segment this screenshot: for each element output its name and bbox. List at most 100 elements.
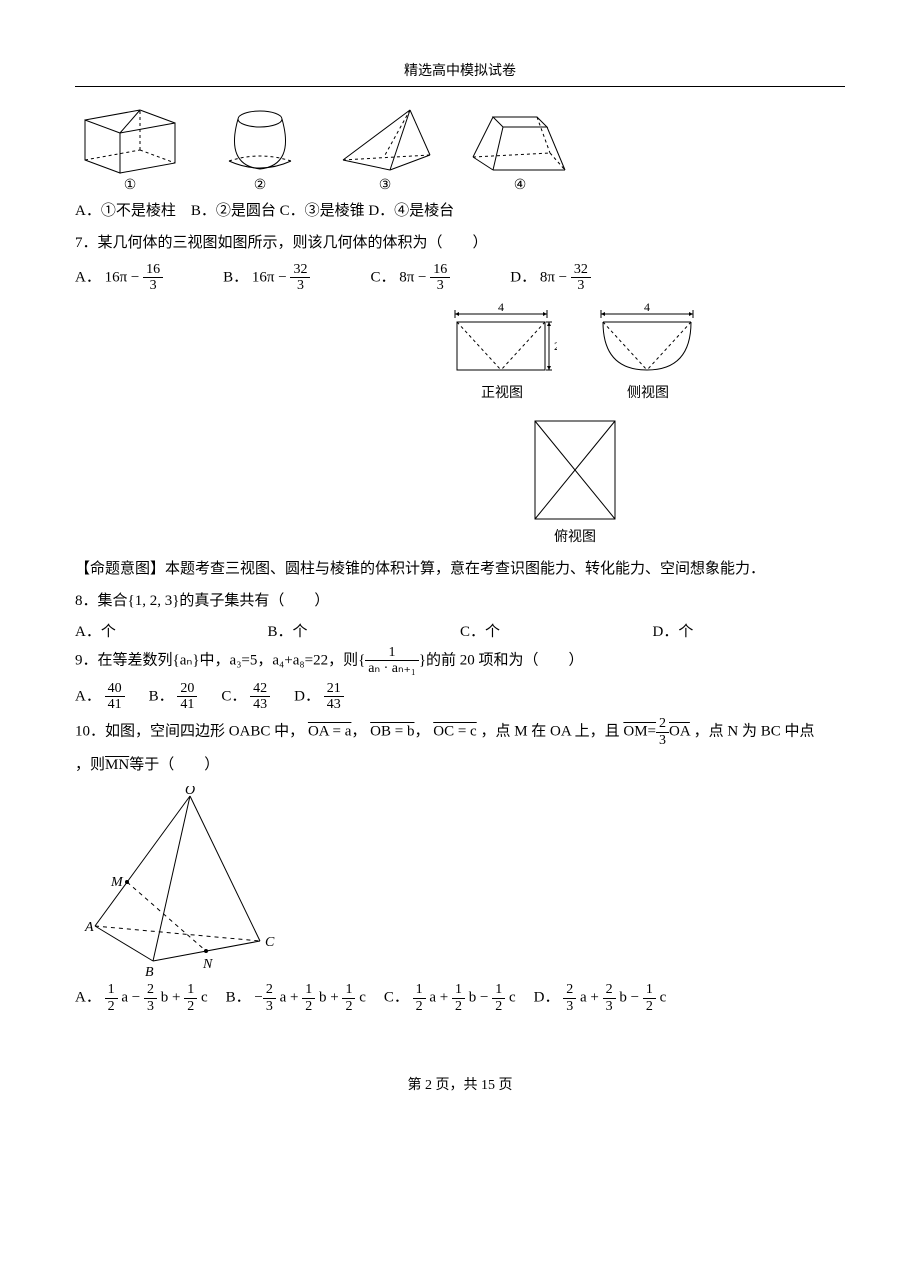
side-view-svg: 4 bbox=[593, 302, 703, 382]
side-view: 4 侧视图 bbox=[593, 302, 703, 402]
q10-opt-d: D． 23 a + 23 b − 12 c bbox=[534, 982, 667, 1014]
q7-opt-b: B． 16π − 323 bbox=[223, 262, 310, 294]
svg-text:N: N bbox=[202, 957, 213, 972]
side-view-label: 侧视图 bbox=[593, 382, 703, 402]
text: ，点 M 在 OA 上，且 bbox=[480, 724, 619, 740]
svg-text:4: 4 bbox=[498, 302, 504, 314]
opt-label: B． bbox=[226, 989, 251, 1005]
q7-intent: 【命题意图】本题考查三视图、圆柱与棱锥的体积计算，意在考查识图能力、转化能力、空… bbox=[75, 554, 845, 584]
fraction: 12 bbox=[492, 982, 505, 1014]
text: 8．集合 bbox=[75, 593, 128, 609]
front-view: 4 2 正视图 bbox=[447, 302, 557, 402]
q10-opt-b: B． −23 a + 12 b + 12 c bbox=[226, 982, 366, 1014]
opt-label: B． bbox=[223, 269, 248, 285]
opt-label: B． bbox=[149, 688, 174, 704]
opt-label: D． bbox=[510, 269, 536, 285]
q6-options: A．①不是棱柱 B．②是圆台 C．③是棱锥 D．④是棱台 bbox=[75, 196, 845, 226]
top-view-svg bbox=[525, 416, 625, 526]
fraction: 12 bbox=[413, 982, 426, 1014]
text: 等于（ ） bbox=[129, 757, 219, 773]
opt-text: 16π − bbox=[105, 269, 144, 285]
solid-2: ② bbox=[215, 105, 305, 194]
q9-opt-b: B． 2041 bbox=[149, 681, 198, 713]
q10-opt-a: A． 12 a − 23 b + 12 c bbox=[75, 982, 208, 1014]
vector-ob: OB = b bbox=[370, 724, 414, 740]
opt-label: C． bbox=[221, 688, 246, 704]
front-view-svg: 4 2 bbox=[447, 302, 557, 382]
vector-oa: OA = a bbox=[308, 724, 351, 740]
page-header: 精选高中模拟试卷 bbox=[75, 60, 845, 87]
svg-text:A: A bbox=[84, 920, 94, 935]
solids-row: ① ② ③ bbox=[75, 105, 845, 194]
q7-opt-c: C． 8π − 163 bbox=[370, 262, 450, 294]
fraction: 4243 bbox=[250, 681, 270, 713]
fraction: 12 bbox=[342, 982, 355, 1014]
text: 9．在等差数列{aₙ}中，a₃=5，a₄+a₈=22，则{ bbox=[75, 652, 365, 668]
fraction: 12 bbox=[184, 982, 197, 1014]
opt-label: D． bbox=[294, 688, 320, 704]
text: 的真子集共有（ ） bbox=[179, 593, 329, 609]
q7-opt-a: A． 16π − 163 bbox=[75, 262, 163, 294]
footer-text: 页，共 bbox=[432, 1078, 481, 1093]
q9-opt-c: C． 4243 bbox=[221, 681, 270, 713]
fraction: 323 bbox=[290, 262, 310, 294]
q8-stem: 8．集合{1, 2, 3}的真子集共有（ ） bbox=[75, 586, 845, 616]
opt-label: C． bbox=[384, 989, 409, 1005]
fraction: 2041 bbox=[177, 681, 197, 713]
q10-opt-c: C． 12 a + 12 b − 12 c bbox=[384, 982, 516, 1014]
q7-opt-d: D． 8π − 323 bbox=[510, 262, 591, 294]
fraction: 23 bbox=[656, 716, 669, 748]
set-literal: {1, 2, 3} bbox=[128, 593, 180, 609]
q8-opt-d: D．个 bbox=[653, 620, 846, 641]
opt-label: C． bbox=[370, 269, 395, 285]
q8-opt-b: B．个 bbox=[268, 620, 461, 641]
q8-opt-c: C．个 bbox=[460, 620, 653, 641]
opt-text: 8π − bbox=[540, 269, 571, 285]
page: 精选高中模拟试卷 ① ② bbox=[0, 0, 920, 1134]
page-number: 2 bbox=[425, 1078, 432, 1093]
opt-label: A． bbox=[75, 989, 101, 1005]
front-view-label: 正视图 bbox=[447, 382, 557, 402]
opt-text: 16π − bbox=[252, 269, 291, 285]
svg-text:C: C bbox=[265, 935, 275, 950]
q7-stem: 7．某几何体的三视图如图所示，则该几何体的体积为（ ） bbox=[75, 228, 845, 258]
frustum-cone-icon bbox=[215, 105, 305, 175]
text: 10．如图，空间四边形 OABC 中， bbox=[75, 724, 304, 740]
solid-1-label: ① bbox=[75, 177, 185, 194]
q7-options: A． 16π − 163 B． 16π − 323 C． 8π − 163 D．… bbox=[75, 262, 845, 294]
q9-options: A． 4041 B． 2041 C． 4243 D． 2143 bbox=[75, 681, 845, 713]
footer-text: 第 bbox=[408, 1078, 426, 1093]
sequence-fraction: 1aₙ · aₙ₊₁ bbox=[365, 645, 419, 677]
q8-opt-a: A．个 bbox=[75, 620, 268, 641]
q9-opt-d: D． 2143 bbox=[294, 681, 344, 713]
total-pages: 15 bbox=[481, 1078, 495, 1093]
three-views: 4 2 正视图 bbox=[305, 302, 845, 546]
vector-om: OM= bbox=[623, 724, 656, 740]
solid-4-label: ④ bbox=[465, 177, 575, 194]
fraction: 12 bbox=[643, 982, 656, 1014]
svg-text:B: B bbox=[145, 965, 154, 976]
vector-oa2: OA bbox=[669, 724, 690, 740]
solid-3: ③ bbox=[335, 105, 435, 194]
prism-icon bbox=[75, 105, 185, 175]
top-view-label: 俯视图 bbox=[525, 526, 625, 546]
q8-options: A．个 B．个 C．个 D．个 bbox=[75, 620, 845, 641]
svg-text:M: M bbox=[110, 875, 124, 890]
frustum-prism-icon bbox=[465, 105, 575, 175]
opt-label: D． bbox=[534, 989, 560, 1005]
solid-1: ① bbox=[75, 105, 185, 194]
page-footer: 第 2 页，共 15 页 bbox=[75, 1074, 845, 1094]
opt-label: A． bbox=[75, 688, 101, 704]
fraction: 323 bbox=[571, 262, 591, 294]
svg-text:2: 2 bbox=[554, 339, 557, 353]
footer-text: 页 bbox=[495, 1078, 513, 1093]
fraction: 2143 bbox=[324, 681, 344, 713]
q10-stem-line1: 10．如图，空间四边形 OABC 中， OA = a， OB = b， OC =… bbox=[75, 716, 845, 748]
q9-stem: 9．在等差数列{aₙ}中，a₃=5，a₄+a₈=22，则{1aₙ · aₙ₊₁}… bbox=[75, 645, 845, 677]
fraction: 23 bbox=[263, 982, 276, 1014]
fraction: 23 bbox=[563, 982, 576, 1014]
fraction: 163 bbox=[143, 262, 163, 294]
tetrahedron-svg: O A B C M N bbox=[75, 786, 275, 976]
fraction: 23 bbox=[603, 982, 616, 1014]
pyramid-icon bbox=[335, 105, 435, 175]
